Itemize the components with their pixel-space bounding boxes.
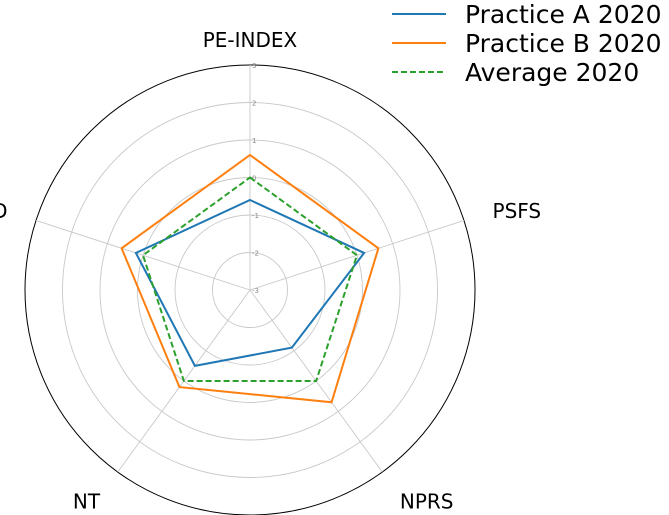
series-line (120, 153, 380, 404)
axis-label: PSFS (493, 199, 542, 223)
radial-tick-label: 2 (252, 100, 256, 108)
axis-spoke (35, 220, 251, 291)
radial-tick-label: 1 (252, 137, 256, 145)
legend-entry: Practice B 2020 (465, 29, 662, 58)
legend-entry: Average 2020 (465, 58, 639, 87)
radial-tick-labels: -3 -2 -1 0 1 2 3 (252, 62, 259, 295)
radial-tick-label: -2 (252, 250, 259, 258)
axis-label: NPRS (400, 489, 454, 513)
radial-tick-label: -3 (252, 287, 259, 295)
radial-tick-label: -1 (252, 212, 259, 220)
radial-tick-label: 0 (252, 175, 256, 183)
axis-label: TD (0, 199, 7, 223)
series-line (134, 198, 366, 367)
radial-tick-label: 3 (252, 62, 256, 70)
series-lines (120, 153, 380, 404)
axis-spoke (249, 220, 465, 291)
legend-entry: Practice A 2020 (465, 0, 661, 29)
radar-grid (24, 64, 476, 515)
axis-label: PE-INDEX (203, 28, 298, 52)
series-line (141, 176, 359, 383)
axis-label: NT (73, 489, 101, 513)
axis-labels: PE-INDEX PSFS NPRS NT TD (0, 28, 541, 513)
